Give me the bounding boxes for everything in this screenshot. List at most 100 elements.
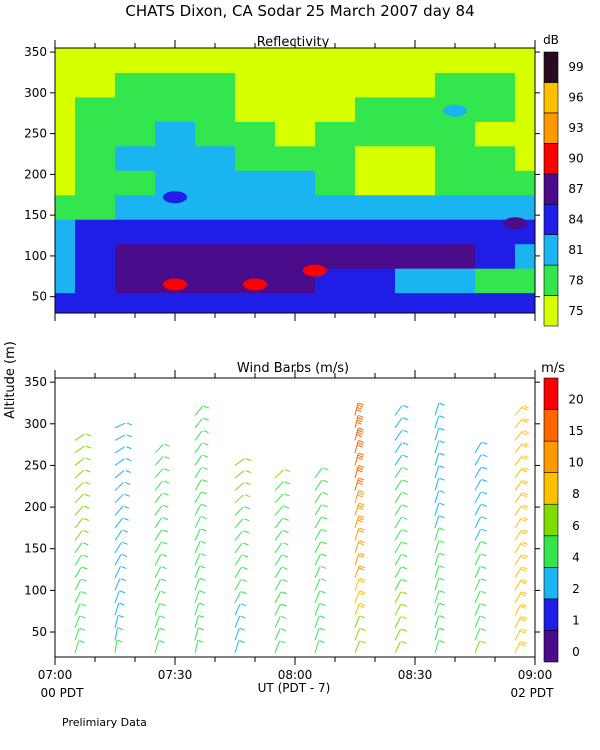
barb-flag bbox=[320, 603, 326, 606]
barb-shaft bbox=[154, 578, 161, 591]
colorbar-label: 0 bbox=[572, 645, 580, 659]
barb-flag bbox=[201, 528, 207, 532]
wind-barb bbox=[114, 602, 125, 616]
barb-shaft bbox=[74, 579, 82, 591]
barb-flag bbox=[521, 591, 528, 595]
barb-flag bbox=[245, 458, 252, 462]
wind-barb bbox=[434, 602, 445, 616]
wind-barb bbox=[114, 493, 130, 504]
barb-flag bbox=[322, 504, 328, 508]
reflectivity-cell bbox=[55, 219, 76, 245]
barb-shaft bbox=[74, 469, 85, 479]
barb-shaft bbox=[474, 591, 481, 604]
wind-barb bbox=[234, 458, 252, 466]
pdt-right-label: 02 PDT bbox=[511, 686, 555, 700]
reflectivity-peak bbox=[443, 104, 467, 117]
barb-flag bbox=[359, 605, 365, 609]
wind-barb bbox=[154, 627, 166, 641]
barb-shaft bbox=[194, 479, 202, 491]
barb-flag bbox=[359, 602, 366, 606]
barb-flag bbox=[320, 590, 326, 594]
wind-barb bbox=[274, 603, 287, 616]
barb-flag bbox=[439, 602, 445, 606]
barb-flag bbox=[163, 504, 169, 508]
barb-flag bbox=[358, 580, 365, 583]
wind-barb bbox=[394, 566, 408, 579]
barb-flag bbox=[358, 504, 364, 508]
wind-barb bbox=[354, 465, 365, 479]
barb-flag bbox=[358, 402, 364, 406]
reflectivity-cell bbox=[275, 72, 316, 98]
wind-barb bbox=[354, 565, 366, 579]
wind-barb bbox=[434, 477, 445, 491]
barb-shaft bbox=[274, 505, 284, 516]
barb-flag bbox=[83, 518, 90, 521]
barb-flag bbox=[439, 640, 445, 644]
wind-barb bbox=[394, 491, 408, 504]
wind-barb bbox=[114, 627, 124, 641]
wind-barb bbox=[74, 493, 90, 504]
barb-flag bbox=[402, 504, 408, 508]
barb-flag bbox=[358, 592, 365, 596]
barb-shaft bbox=[234, 628, 240, 641]
barb-shaft bbox=[194, 430, 203, 441]
barb-shaft bbox=[354, 427, 359, 441]
barb-shaft bbox=[434, 578, 440, 591]
barb-shaft bbox=[314, 578, 321, 591]
barb-shaft bbox=[154, 529, 162, 541]
barb-shaft bbox=[354, 603, 360, 616]
reflectivity-cell bbox=[75, 72, 116, 98]
barb-flag bbox=[522, 504, 529, 508]
reflectivity-cell bbox=[355, 121, 396, 147]
reflectivity-cell bbox=[275, 48, 316, 73]
barb-shaft bbox=[234, 603, 241, 616]
barb-shaft bbox=[234, 591, 242, 604]
wind-barb bbox=[74, 591, 87, 604]
y-tick-label: 350 bbox=[24, 375, 47, 389]
reflectivity-peak bbox=[503, 217, 527, 230]
wind-barb bbox=[434, 577, 445, 591]
barb-flag bbox=[481, 553, 487, 557]
barb-flag bbox=[359, 565, 366, 569]
barb-flag bbox=[359, 490, 365, 494]
barb-flag bbox=[283, 505, 290, 509]
barb-flag bbox=[84, 493, 90, 497]
wind-barb bbox=[474, 479, 488, 491]
wind-barb bbox=[434, 502, 445, 516]
barb-shaft bbox=[394, 579, 402, 591]
reflectivity-cell bbox=[235, 243, 276, 269]
barb-shaft bbox=[474, 541, 481, 554]
barb-flag bbox=[439, 415, 445, 419]
barb-shaft bbox=[234, 482, 245, 491]
barb-flag bbox=[85, 457, 91, 461]
barb-flag bbox=[240, 615, 246, 619]
barb-shaft bbox=[514, 430, 523, 441]
wind-barb bbox=[154, 517, 169, 529]
barb-flag bbox=[401, 628, 407, 632]
reflectivity-cell bbox=[435, 268, 476, 294]
barb-shaft bbox=[474, 603, 481, 616]
barb-flag bbox=[401, 641, 407, 645]
wind-barb bbox=[514, 405, 530, 416]
wind-barb bbox=[194, 442, 209, 454]
wind-barb bbox=[434, 402, 445, 416]
wind-barb bbox=[314, 603, 326, 616]
barb-shaft bbox=[474, 504, 482, 516]
barb-flag bbox=[239, 627, 246, 631]
barb-flag bbox=[481, 566, 487, 569]
barb-flag bbox=[358, 477, 365, 481]
barb-flag bbox=[245, 470, 251, 474]
reflectivity-cell bbox=[235, 121, 276, 147]
wind-barb bbox=[394, 603, 407, 616]
wind-barb bbox=[514, 529, 528, 541]
barb-shaft bbox=[114, 639, 118, 653]
wind-barb bbox=[474, 516, 487, 529]
barb-shaft bbox=[114, 493, 124, 504]
wind-barb bbox=[354, 552, 365, 566]
barb-flag bbox=[521, 603, 528, 607]
reflectivity-cell bbox=[75, 194, 116, 220]
barb-flag bbox=[480, 615, 486, 619]
barb-flag bbox=[122, 529, 129, 533]
barb-flag bbox=[203, 430, 209, 434]
barb-flag bbox=[202, 467, 208, 470]
